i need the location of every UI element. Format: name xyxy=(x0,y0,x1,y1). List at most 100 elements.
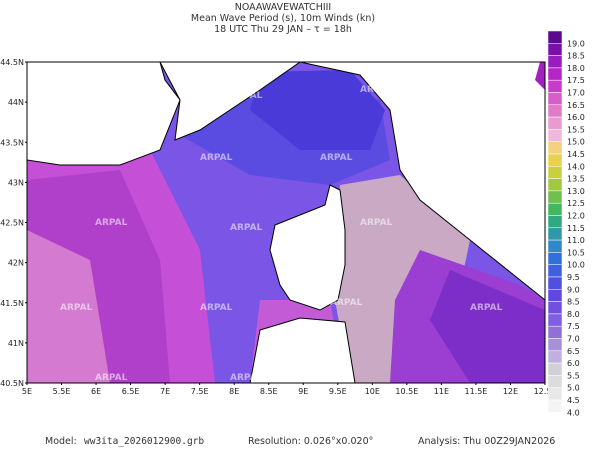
colorbar-swatch xyxy=(547,67,563,81)
colorbar-label: 11.0 xyxy=(567,236,585,245)
colorbar-swatch xyxy=(547,190,563,204)
watermark: ARPAL xyxy=(360,85,393,95)
lon-label: 6.5E xyxy=(122,387,140,396)
colorbar-swatch xyxy=(547,153,563,167)
colorbar-label: 17.5 xyxy=(567,76,585,85)
colorbar-label: 14.5 xyxy=(567,150,585,159)
lon-label: 6E xyxy=(91,387,101,396)
colorbar-swatch xyxy=(547,104,563,118)
lon-label: 5.5E xyxy=(53,387,71,396)
colorbar-label: 16.0 xyxy=(567,113,585,122)
watermark: ARPAL xyxy=(230,373,263,383)
map-area xyxy=(27,62,545,383)
footer-resolution: Resolution: 0.026°x0.020° xyxy=(248,436,373,447)
colorbar-swatch xyxy=(547,92,563,106)
colorbar-swatch xyxy=(547,301,563,315)
sea-field xyxy=(250,70,385,150)
colorbar-label: 5.5 xyxy=(567,371,580,380)
colorbar-swatch xyxy=(547,350,563,364)
colorbar-swatch xyxy=(547,116,563,130)
watermark: ARPAL xyxy=(60,303,93,313)
colorbar-swatch xyxy=(547,166,563,179)
lat-label: 41N xyxy=(8,339,24,348)
watermark: ARPAL xyxy=(95,218,128,228)
lon-label: 5E xyxy=(22,387,32,396)
lat-label: 44.5N xyxy=(0,58,24,67)
lat-label: 43N xyxy=(8,178,24,187)
colorbar-swatch xyxy=(547,178,563,192)
colorbar-label: 15.5 xyxy=(567,125,585,134)
colorbar-label: 9.5 xyxy=(567,273,580,282)
lon-label: 8E xyxy=(229,387,239,396)
colorbar-label: 7.0 xyxy=(567,335,580,344)
colorbar-label: 6.0 xyxy=(567,359,580,368)
lat-label: 43.5N xyxy=(0,138,24,147)
colorbar-label: 11.5 xyxy=(567,224,585,233)
colorbar-swatch xyxy=(547,227,563,241)
colorbar-swatch xyxy=(547,215,563,229)
colorbar-swatch xyxy=(547,325,563,339)
colorbar-label: 19.0 xyxy=(567,39,585,48)
colorbar-swatch xyxy=(547,30,563,44)
lat-label: 44N xyxy=(8,98,24,107)
watermark: ARPAL xyxy=(60,153,93,163)
colorbar-swatch xyxy=(547,79,563,93)
colorbar-label: 4.0 xyxy=(567,408,580,417)
colorbar-swatch xyxy=(547,55,563,69)
sea-field xyxy=(535,62,545,90)
lon-label: 12E xyxy=(503,387,518,396)
lon-label: 10.5E xyxy=(395,387,418,396)
sea-field xyxy=(27,230,110,383)
watermark: ARPAL xyxy=(320,153,353,163)
colorbar-swatch xyxy=(547,313,563,327)
colorbar-swatch xyxy=(547,129,563,142)
colorbar-label: 18.0 xyxy=(567,64,585,73)
colorbar-swatch xyxy=(547,362,563,376)
colorbar-swatch xyxy=(547,239,563,253)
colorbar-label: 6.5 xyxy=(567,347,580,356)
colorbar-label: 13.5 xyxy=(567,175,585,184)
colorbar-swatch xyxy=(547,289,563,302)
watermark: ARPAL xyxy=(95,85,128,95)
lat-label: 40.5N xyxy=(0,379,24,388)
watermark: ARPAL xyxy=(230,91,263,101)
colorbar-swatch xyxy=(547,264,563,278)
colorbar-swatch xyxy=(547,276,563,290)
watermark: ARPAL xyxy=(95,373,128,383)
land xyxy=(27,62,301,166)
lon-label: 8.5E xyxy=(260,387,278,396)
header-line: Mean Wave Period (s), 10m Winds (kn) xyxy=(191,13,375,24)
lon-label: 11E xyxy=(434,387,449,396)
colorbar-label: 16.5 xyxy=(567,101,585,110)
watermark: ARPAL xyxy=(455,153,488,163)
colorbar-swatch xyxy=(547,43,563,56)
lat-label: 42N xyxy=(8,259,24,268)
lon-label: 11.5E xyxy=(464,387,487,396)
island xyxy=(249,317,356,383)
colorbar-label: 5.0 xyxy=(567,384,580,393)
footer-analysis: Analysis: Thu 00Z29JAN2026 xyxy=(418,436,555,447)
colorbar-label: 8.5 xyxy=(567,298,580,307)
lat-label: 41.5N xyxy=(0,299,24,308)
colorbar-label: 18.5 xyxy=(567,52,585,61)
land xyxy=(299,62,545,301)
colorbar-swatch xyxy=(547,399,563,413)
header-line: 18 UTC Thu 29 JAN – τ = 18h xyxy=(214,24,352,35)
lon-label: 7.5E xyxy=(191,387,209,396)
colorbar-label: 17.0 xyxy=(567,89,585,98)
header-line: NOAAWAVEWATCHIII xyxy=(235,2,332,13)
colorbar-swatch xyxy=(547,387,563,401)
watermark: ARPAL xyxy=(200,153,233,163)
colorbar-swatch xyxy=(547,202,563,216)
watermark: ARPAL xyxy=(330,298,363,308)
colorbar-swatch xyxy=(547,375,563,388)
lon-label: 7E xyxy=(160,387,170,396)
lat-label: 42.5N xyxy=(0,219,24,228)
watermark: ARPAL xyxy=(360,218,393,228)
colorbar-label: 12.5 xyxy=(567,199,585,208)
colorbar-label: 13.0 xyxy=(567,187,585,196)
colorbar-label: 10.5 xyxy=(567,248,585,257)
colorbar-label: 9.0 xyxy=(567,285,580,294)
